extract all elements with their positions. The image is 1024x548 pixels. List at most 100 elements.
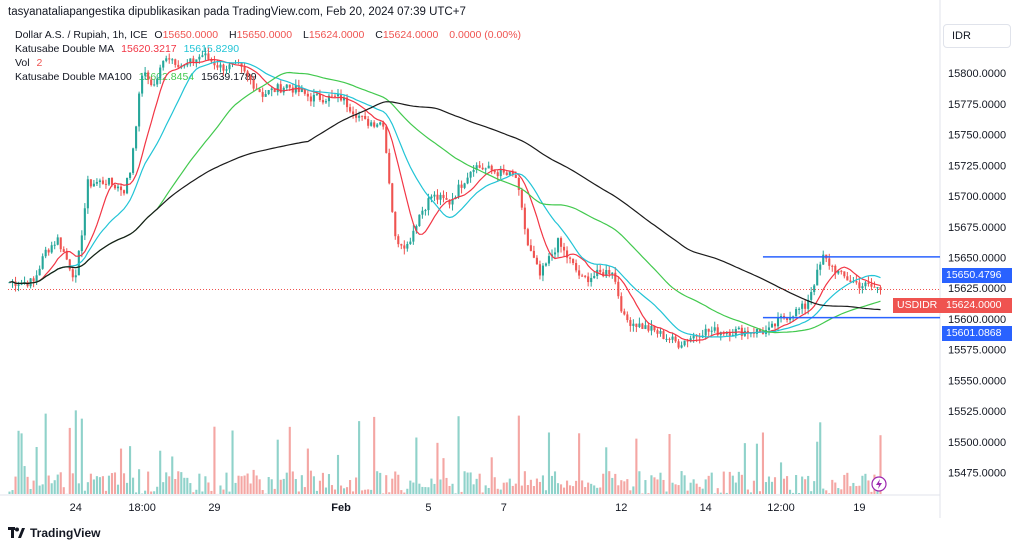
candle-body: [867, 282, 870, 284]
volume-bar: [379, 472, 382, 494]
candle-body: [556, 238, 560, 253]
candle-body: [240, 62, 243, 67]
candle-body: [418, 214, 421, 227]
candle-body: [210, 59, 213, 62]
volume-bar: [632, 486, 635, 494]
candle-body: [204, 53, 207, 56]
candle-body: [89, 179, 92, 187]
candle-body: [520, 189, 523, 208]
volume-bar: [626, 479, 629, 494]
volume-bar: [538, 481, 541, 494]
candle-body: [370, 122, 373, 126]
candle-body: [813, 285, 816, 293]
candle-body: [382, 122, 385, 127]
tradingview-logo[interactable]: TradingView: [8, 526, 100, 540]
candle-body: [541, 265, 545, 276]
volume-bar: [192, 492, 195, 494]
candle-body: [324, 101, 328, 103]
candle-body: [300, 89, 303, 93]
volume-bar: [29, 488, 32, 494]
volume-bar: [71, 473, 74, 494]
volume-bar: [153, 491, 156, 494]
candle-body: [864, 282, 867, 287]
candle-body: [327, 95, 331, 102]
volume-bar: [761, 432, 765, 494]
candle-body: [475, 165, 478, 170]
volume-bar: [355, 477, 358, 494]
candle-body: [767, 327, 771, 330]
high-value: 15650.0000: [236, 29, 293, 41]
volume-bar: [309, 470, 312, 494]
volume-bar: [367, 489, 370, 494]
candle-body: [798, 308, 801, 310]
upper-level-label: 15650.4796: [942, 268, 1012, 283]
candle-body: [511, 171, 514, 175]
candle-body: [309, 96, 312, 102]
candle-body: [692, 335, 695, 339]
x-tick-label: 7: [501, 502, 507, 514]
candle-body: [342, 97, 346, 101]
volume-bar: [728, 471, 731, 494]
candle-body: [617, 281, 620, 297]
candle-body: [132, 148, 135, 173]
candle-body: [116, 186, 120, 189]
volume-bar: [725, 492, 728, 494]
candle-body: [168, 58, 171, 60]
candle-body: [358, 115, 361, 118]
candle-body: [499, 169, 502, 177]
candle-body: [502, 169, 505, 173]
volume-bar: [409, 480, 412, 494]
candle-body: [213, 61, 216, 66]
volume-bar: [240, 476, 243, 494]
candle-body: [62, 249, 65, 252]
currency-button[interactable]: IDR: [943, 24, 1011, 48]
volume-bar: [376, 471, 379, 494]
candle-body: [650, 325, 653, 331]
volume-bar: [816, 441, 819, 494]
candle-body: [861, 286, 864, 289]
volume-bar: [361, 490, 364, 494]
volume-bar: [620, 480, 623, 494]
candle-body: [472, 169, 475, 172]
candle-body: [38, 268, 41, 276]
candle-body: [810, 292, 813, 300]
volume-bar: [204, 476, 207, 494]
x-tick-label: 29: [208, 502, 220, 514]
volume-bar: [831, 479, 834, 494]
candle-body: [843, 271, 846, 277]
volume-bar: [659, 472, 662, 494]
volume-bar: [243, 475, 246, 494]
candle-body: [59, 237, 62, 250]
volume-bar: [647, 493, 650, 494]
candle-body: [56, 237, 59, 245]
candle-body: [680, 345, 683, 348]
candle-body: [632, 323, 635, 326]
y-tick-label: 15625.0000: [948, 283, 1006, 295]
candle-body: [638, 323, 641, 327]
candle-body: [659, 331, 662, 334]
candle-body: [855, 281, 858, 283]
volume-bar: [671, 482, 674, 494]
volume-bar: [439, 479, 442, 494]
volume-bar: [312, 476, 315, 494]
volume-bar: [273, 488, 276, 494]
candle-body: [222, 64, 225, 71]
volume-layer: [8, 410, 882, 494]
candle-body: [605, 270, 608, 277]
volume-bar: [786, 476, 789, 494]
candle-body: [737, 327, 740, 329]
candle-body: [469, 171, 472, 178]
volume-bar: [722, 471, 725, 494]
volume-bar: [180, 472, 183, 494]
candle-body: [710, 330, 713, 332]
volume-bar: [466, 472, 469, 494]
candle-body: [786, 318, 789, 320]
candle-body: [611, 272, 614, 275]
candle-body: [587, 276, 590, 283]
volume-bar: [421, 486, 424, 494]
candle-body: [47, 249, 50, 253]
candle-body: [849, 280, 852, 282]
candle-body: [156, 78, 159, 85]
volume-bar: [213, 426, 216, 494]
